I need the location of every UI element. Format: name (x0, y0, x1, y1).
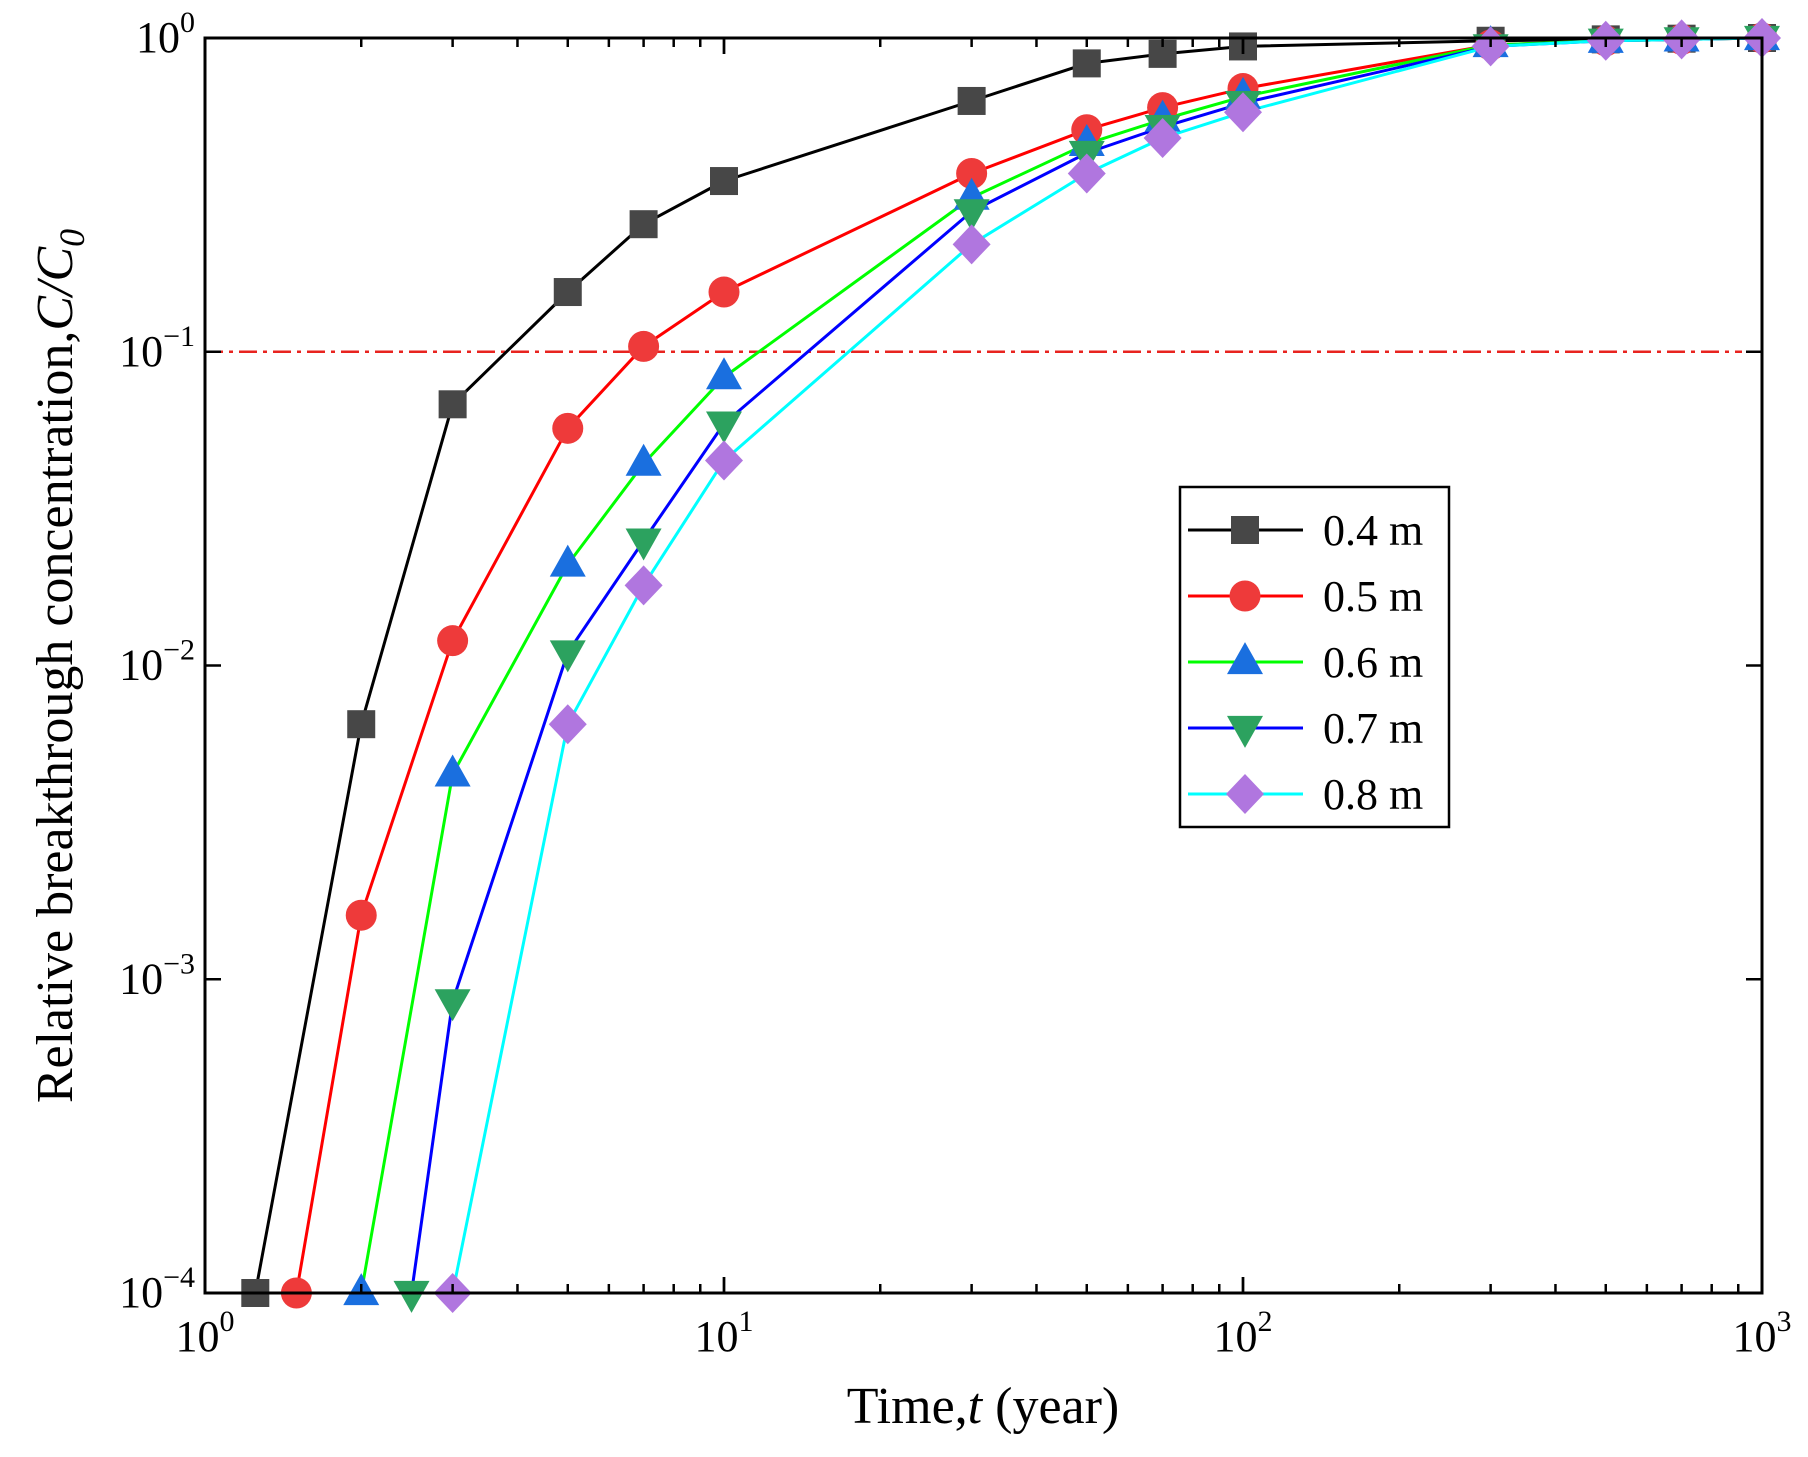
series-0-point (710, 167, 738, 196)
series-4-point (1143, 118, 1182, 159)
legend-marker-4 (1226, 774, 1264, 814)
legend-label-0: 0.4 m (1323, 506, 1423, 555)
series-4-point (1224, 92, 1262, 133)
series-4-point (952, 224, 991, 265)
y-axis-title: Relative breakthrough concentration,C/C0 (27, 229, 92, 1103)
legend: 0.4 m 0.5 m 0.6 m 0.7 m 0.8 m (1178, 485, 1451, 829)
series-3-point (625, 528, 662, 561)
legend-box (1178, 485, 1451, 829)
x-tick-label: 101 (695, 1305, 754, 1361)
series-3-point (393, 1280, 430, 1313)
x-tick-label: 102 (1214, 1305, 1273, 1361)
x-axis-title: Time,t (year) (847, 1378, 1119, 1435)
series-4-point (1067, 153, 1106, 194)
series-3-point (434, 989, 471, 1022)
series-0-point (629, 210, 658, 239)
series-0-point (1072, 49, 1101, 78)
series-0-point (553, 278, 582, 307)
series-3-point (549, 640, 586, 673)
y-tick-label: 10−2 (119, 634, 195, 690)
legend-label-1: 0.5 m (1323, 572, 1423, 621)
y-tick-label: 10−4 (119, 1261, 195, 1317)
series-1-point (956, 157, 988, 189)
legend-label-2: 0.6 m (1323, 638, 1423, 687)
series-1-point (345, 899, 377, 931)
x-tick-label: 103 (1733, 1305, 1792, 1361)
legend-marker-0 (1231, 516, 1259, 544)
y-tick-label: 100 (136, 6, 195, 62)
legend-label-3: 0.7 m (1323, 704, 1423, 753)
x-tick-label: 100 (176, 1305, 235, 1361)
legend-marker-1 (1229, 580, 1261, 612)
series-1-point (628, 330, 660, 362)
series-0-point (347, 710, 376, 739)
series-2-point (434, 754, 471, 787)
series-0-point (438, 390, 467, 419)
series-2-point (549, 544, 586, 577)
series-4-point (548, 704, 587, 745)
series-1-point (552, 412, 584, 444)
series-2-point (625, 443, 662, 476)
legend-marker-2 (1227, 642, 1263, 675)
series-3-point (706, 411, 742, 444)
y-tick-label: 10−1 (119, 320, 195, 376)
series-3-point (953, 199, 990, 232)
series-4-point (705, 440, 743, 481)
series-line-0 (253, 38, 1762, 1293)
series-2-point (706, 357, 742, 390)
series-1-point (708, 276, 740, 308)
legend-label-4: 0.8 m (1323, 770, 1423, 819)
y-tick-label: 10−3 (119, 947, 195, 1003)
series-1-point (437, 625, 469, 657)
series-4-point (624, 565, 663, 606)
legend-marker-3 (1227, 715, 1263, 748)
series-0-point (957, 86, 986, 115)
